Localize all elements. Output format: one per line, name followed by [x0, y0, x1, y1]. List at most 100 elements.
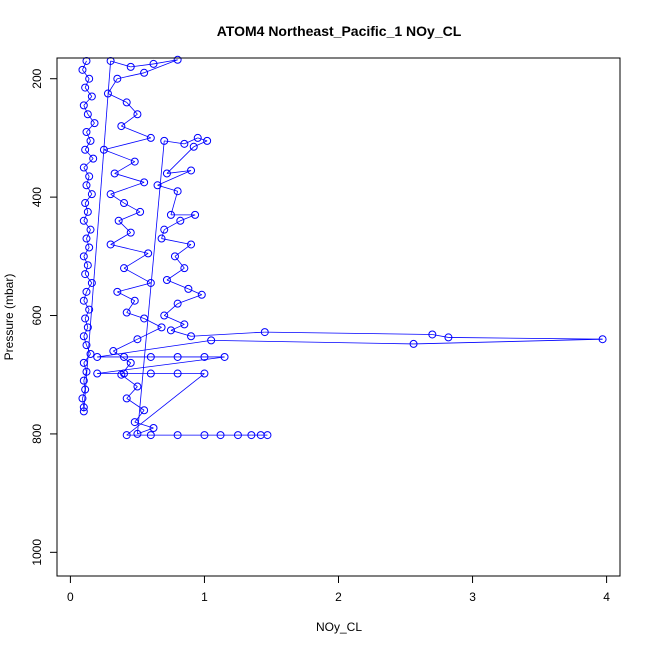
- x-tick-label: 3: [469, 590, 476, 604]
- data-point: [191, 210, 200, 219]
- data-point: [207, 336, 216, 345]
- data-point: [187, 332, 196, 341]
- data-point: [146, 278, 155, 287]
- series-line-segment: [448, 337, 603, 340]
- data-point: [126, 228, 135, 237]
- data-point: [197, 290, 206, 299]
- series-line-segment: [177, 294, 202, 305]
- series-line-segment: [83, 105, 89, 115]
- data-point: [89, 154, 98, 163]
- series-line-segment: [114, 173, 145, 183]
- series-line-segment: [84, 193, 93, 204]
- data-point: [157, 234, 166, 243]
- data-point: [193, 133, 202, 142]
- y-axis: 200 400 600 800 1000: [30, 68, 58, 566]
- x-axis-title: NOy_CL: [316, 620, 362, 634]
- series-line-segment: [123, 253, 149, 269]
- data-point: [130, 296, 139, 305]
- data-point: [170, 252, 179, 261]
- data-point: [78, 65, 87, 74]
- series-line-segment: [191, 331, 265, 337]
- series-line-segment: [188, 288, 202, 296]
- series-line-segment: [84, 87, 93, 97]
- data-point: [263, 431, 272, 440]
- data-layer: [78, 55, 607, 440]
- data-point: [146, 369, 155, 378]
- data-point: [110, 169, 119, 178]
- series-line-segment: [86, 185, 93, 195]
- data-point: [160, 225, 169, 234]
- series-line-segment: [84, 309, 90, 319]
- series-line-segment: [174, 256, 185, 269]
- data-point: [114, 216, 123, 225]
- data-point: [122, 431, 131, 440]
- data-point: [120, 369, 129, 378]
- data-point: [79, 163, 88, 172]
- data-point: [216, 431, 225, 440]
- data-point: [146, 352, 155, 361]
- data-point: [133, 429, 142, 438]
- data-point: [81, 199, 90, 208]
- data-point: [173, 431, 182, 440]
- data-point: [260, 328, 269, 337]
- data-point: [189, 142, 198, 151]
- data-point: [87, 278, 96, 287]
- data-point: [86, 225, 95, 234]
- series-line-segment: [86, 229, 91, 239]
- x-tick-label: 0: [67, 590, 74, 604]
- y-axis-title: Pressure (mbar): [2, 274, 16, 361]
- data-point: [149, 424, 158, 432]
- data-point: [173, 352, 182, 361]
- data-point: [140, 314, 149, 323]
- series-line-segment: [83, 60, 112, 412]
- data-point: [160, 311, 169, 320]
- series-line-segment: [97, 339, 212, 358]
- series-line-segment: [83, 247, 90, 257]
- data-point: [86, 350, 95, 358]
- series-line-segment: [110, 181, 145, 195]
- series-line-segment: [113, 338, 138, 352]
- data-point: [173, 299, 182, 308]
- data-point: [149, 59, 158, 68]
- data-point: [220, 352, 229, 361]
- data-point: [153, 181, 162, 190]
- series-line-segment: [83, 291, 87, 301]
- data-point: [83, 207, 92, 216]
- data-point: [133, 382, 142, 391]
- data-point: [122, 98, 131, 107]
- series-line-segment: [84, 202, 89, 213]
- data-point: [83, 261, 92, 270]
- series-line-segment: [82, 60, 87, 71]
- data-point: [85, 305, 94, 314]
- data-point: [133, 335, 142, 344]
- series-line-segment: [432, 334, 449, 338]
- data-point: [126, 62, 135, 71]
- series-line-segment: [413, 338, 603, 345]
- data-point: [130, 418, 139, 427]
- series-line-segment: [211, 339, 414, 345]
- data-point: [81, 145, 90, 154]
- series-line-segment: [161, 238, 192, 245]
- data-point: [82, 128, 91, 136]
- series-line-segment: [153, 59, 178, 65]
- data-point: [136, 207, 145, 216]
- series-line-segment: [83, 96, 93, 106]
- series-line-segment: [82, 398, 85, 408]
- data-point: [144, 249, 153, 258]
- series-line-segment: [193, 140, 208, 148]
- y-tick-label: 600: [30, 305, 44, 325]
- data-point: [83, 323, 92, 332]
- data-point: [82, 234, 91, 243]
- data-point: [82, 341, 91, 350]
- data-point: [444, 333, 453, 342]
- series-line-segment: [83, 327, 89, 337]
- series-line-segment: [83, 211, 89, 221]
- series-line-segment: [126, 386, 138, 399]
- series-line-segment: [84, 318, 89, 328]
- data-point: [79, 101, 88, 110]
- data-point: [81, 314, 90, 323]
- data-point: [79, 376, 88, 385]
- data-point: [184, 284, 193, 293]
- series-line-segment: [83, 336, 87, 346]
